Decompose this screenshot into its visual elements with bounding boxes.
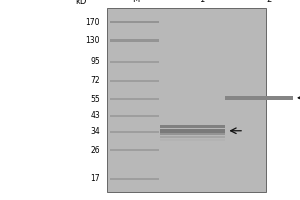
Text: M: M (132, 0, 139, 4)
Text: 1: 1 (199, 0, 204, 4)
Bar (160, 125, 225, 128)
Bar (110, 98, 159, 100)
Text: 55: 55 (90, 95, 100, 104)
Bar (110, 149, 159, 151)
Bar (110, 21, 159, 23)
Text: 95: 95 (90, 57, 100, 66)
Bar (160, 139, 225, 141)
Bar (107, 8, 266, 192)
Bar (160, 133, 225, 135)
Bar (110, 131, 159, 133)
Text: 34: 34 (90, 127, 100, 136)
Bar (160, 136, 225, 138)
Bar (225, 96, 292, 100)
Bar (110, 80, 159, 82)
Text: 17: 17 (90, 174, 100, 183)
Bar (160, 129, 225, 133)
Text: 2: 2 (266, 0, 272, 4)
Text: 43: 43 (90, 111, 100, 120)
Text: 170: 170 (85, 18, 100, 27)
Bar (110, 178, 159, 180)
Bar (110, 39, 159, 42)
Text: 26: 26 (90, 146, 100, 155)
Text: 130: 130 (85, 36, 100, 45)
Bar (110, 115, 159, 117)
Text: 72: 72 (90, 76, 100, 85)
Text: kD: kD (75, 0, 86, 6)
Bar (110, 61, 159, 63)
